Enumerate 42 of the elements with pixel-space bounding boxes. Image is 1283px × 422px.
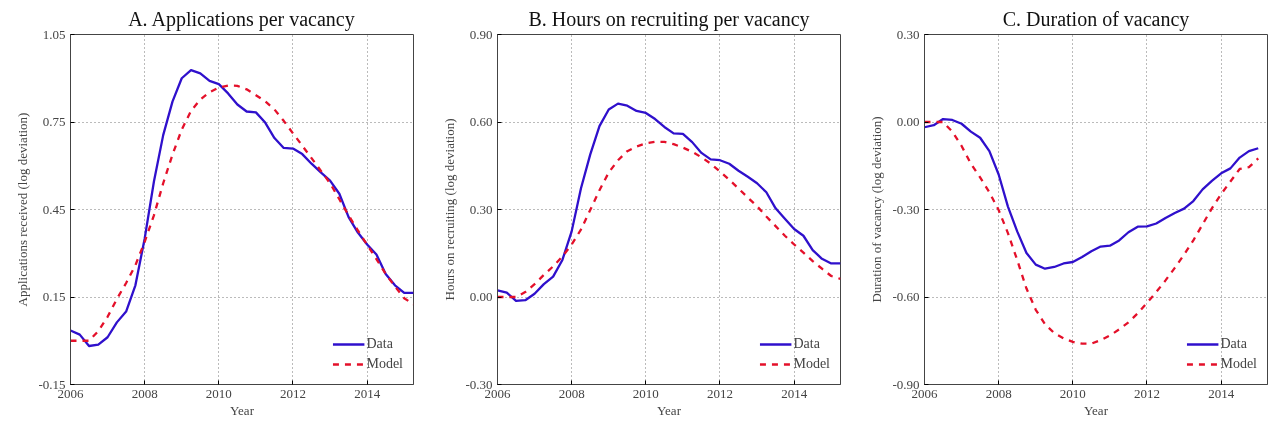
x-tick-label: 2012 — [1133, 385, 1160, 401]
legend-label: Model — [793, 356, 830, 372]
y-tick-label: 1.05 — [42, 26, 66, 42]
chart-title: B. Hours on recruiting per vacancy — [528, 7, 810, 31]
y-axis-title: Duration of vacancy (log deviation) — [869, 116, 885, 303]
y-tick-label: 0.15 — [42, 289, 66, 304]
x-tick-label: 2008 — [131, 385, 158, 401]
x-tick-label: 2014 — [781, 385, 808, 401]
x-tick-label: 2010 — [205, 385, 232, 401]
y-tick-label: 0.75 — [42, 114, 66, 129]
legend-label: Model — [366, 356, 403, 372]
legend-label: Data — [793, 336, 820, 352]
line-series — [497, 140, 841, 299]
legend-label: Data — [366, 336, 393, 352]
y-tick-label: 0.45 — [42, 201, 66, 217]
x-axis-title: Year — [657, 402, 682, 418]
y-tick-label: -0.30 — [892, 201, 920, 217]
x-axis-title: Year — [230, 402, 255, 418]
line-series — [924, 117, 1260, 270]
x-tick-label: 2012 — [706, 385, 733, 401]
x-axis-title: Year — [1084, 402, 1109, 418]
y-tick-label: 0.30 — [896, 26, 920, 42]
legend-label: Data — [1220, 336, 1247, 352]
y-tick-label: 0.60 — [469, 114, 493, 129]
x-tick-label: 2014 — [354, 385, 381, 401]
y-axis-title: Applications received (log deviation) — [15, 112, 31, 307]
chart-title: A. Applications per vacancy — [128, 7, 355, 31]
x-tick-label: 2012 — [279, 385, 306, 401]
x-tick-label: 2010 — [632, 385, 659, 401]
y-tick-label: 0.90 — [469, 26, 493, 42]
x-tick-label: 2010 — [1059, 385, 1086, 401]
y-axis-title: Hours on recruiting (log deviation) — [442, 118, 458, 301]
x-tick-label: 2008 — [558, 385, 585, 401]
y-tick-label: 0.00 — [469, 289, 493, 304]
chart-title: C. Duration of vacancy — [1002, 7, 1190, 31]
line-series — [497, 102, 841, 302]
y-tick-label: -0.60 — [892, 289, 920, 304]
y-tick-label: 0.30 — [469, 201, 493, 217]
y-tick-label: 0.00 — [896, 114, 920, 129]
x-tick-label: 2014 — [1208, 385, 1235, 401]
x-tick-label: 2008 — [985, 385, 1012, 401]
legend-label: Model — [1220, 356, 1257, 372]
